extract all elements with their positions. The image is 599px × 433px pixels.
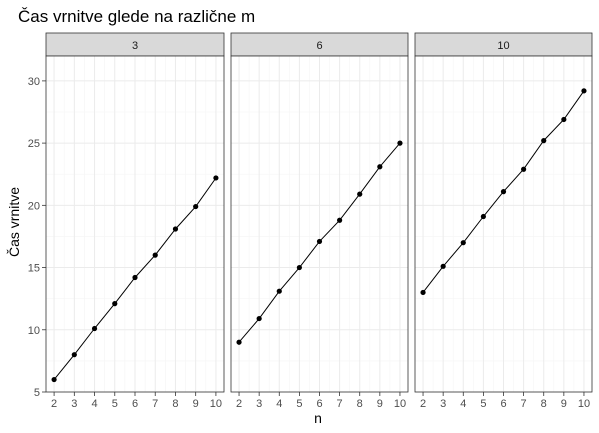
data-point [460, 240, 466, 246]
y-tick-label: 15 [28, 263, 40, 275]
x-tick-label: 3 [71, 398, 77, 410]
x-tick-label: 6 [500, 398, 506, 410]
data-point [172, 226, 179, 232]
data-point [440, 263, 446, 269]
data-point [500, 189, 507, 195]
x-tick-label: 6 [316, 398, 322, 410]
facet-panel-3: 3 2 3 4 5 6 7 8 9 10 [45, 32, 225, 410]
y-axis-title: Čas vrnitve [6, 187, 22, 257]
x-tick-label: 2 [51, 398, 57, 410]
data-point [71, 352, 77, 358]
y-tick-label: 5 [34, 387, 40, 399]
x-tick-label: 2 [236, 398, 242, 410]
x-tick-label: 6 [132, 398, 138, 410]
x-tick-label: 10 [578, 398, 590, 410]
data-point [276, 288, 282, 294]
data-point [357, 191, 363, 197]
data-point [561, 116, 567, 123]
x-tick-label: 8 [357, 398, 363, 410]
y-axis-ticks: 5 10 15 20 25 30 [28, 76, 46, 399]
data-point [51, 376, 57, 383]
data-point [316, 238, 323, 245]
y-tick-label: 20 [28, 200, 40, 212]
chart-title: Čas vrnitve glede na različne m [18, 7, 255, 26]
facet-strip-label: 3 [132, 40, 138, 52]
facet-panel-6: 6 2 3 4 5 6 7 8 9 10 [230, 32, 409, 410]
x-tick-label: 9 [377, 398, 383, 410]
x-tick-label: 7 [152, 398, 158, 410]
data-point [91, 325, 98, 332]
data-point [420, 289, 426, 296]
y-tick-label: 30 [28, 76, 40, 88]
data-point [296, 264, 302, 271]
x-axis-title: n [314, 410, 322, 426]
data-point [132, 274, 138, 281]
data-point [112, 301, 118, 307]
data-point [377, 164, 383, 170]
x-tick-label: 8 [172, 398, 178, 410]
data-point [193, 203, 199, 210]
data-point [236, 339, 242, 345]
facet-panels: 3 2 3 4 5 6 7 8 9 10 6 2 3 4 5 6 7 8 9 10 10 2 3 4 5 6 7 8 9 10 [45, 32, 593, 410]
x-tick-label: 8 [541, 398, 547, 410]
y-tick-label: 25 [28, 138, 40, 150]
x-tick-label: 7 [521, 398, 527, 410]
x-tick-label: 4 [91, 398, 97, 410]
data-point [541, 138, 547, 144]
x-tick-label: 9 [193, 398, 199, 410]
x-tick-label: 2 [420, 398, 426, 410]
data-point [256, 315, 262, 322]
x-tick-label: 4 [276, 398, 282, 410]
x-tick-label: 9 [561, 398, 567, 410]
x-tick-label: 5 [112, 398, 118, 410]
x-tick-label: 3 [440, 398, 446, 410]
x-tick-label: 5 [480, 398, 486, 410]
facet-strip-label: 6 [316, 40, 322, 52]
x-tick-label: 5 [296, 398, 302, 410]
data-point [337, 217, 343, 223]
data-point [480, 213, 486, 220]
x-tick-label: 10 [394, 398, 406, 410]
data-point [397, 140, 403, 146]
x-tick-label: 3 [256, 398, 262, 410]
facet-panel-10: 10 2 3 4 5 6 7 8 9 10 [414, 32, 593, 410]
data-point [213, 175, 219, 181]
x-tick-label: 4 [460, 398, 466, 410]
data-point [152, 252, 158, 258]
x-tick-label: 7 [337, 398, 343, 410]
data-point [521, 166, 527, 172]
facet-strip-label: 10 [497, 40, 509, 52]
y-tick-label: 10 [28, 325, 40, 337]
x-tick-label: 10 [210, 398, 222, 410]
data-point [581, 88, 587, 94]
